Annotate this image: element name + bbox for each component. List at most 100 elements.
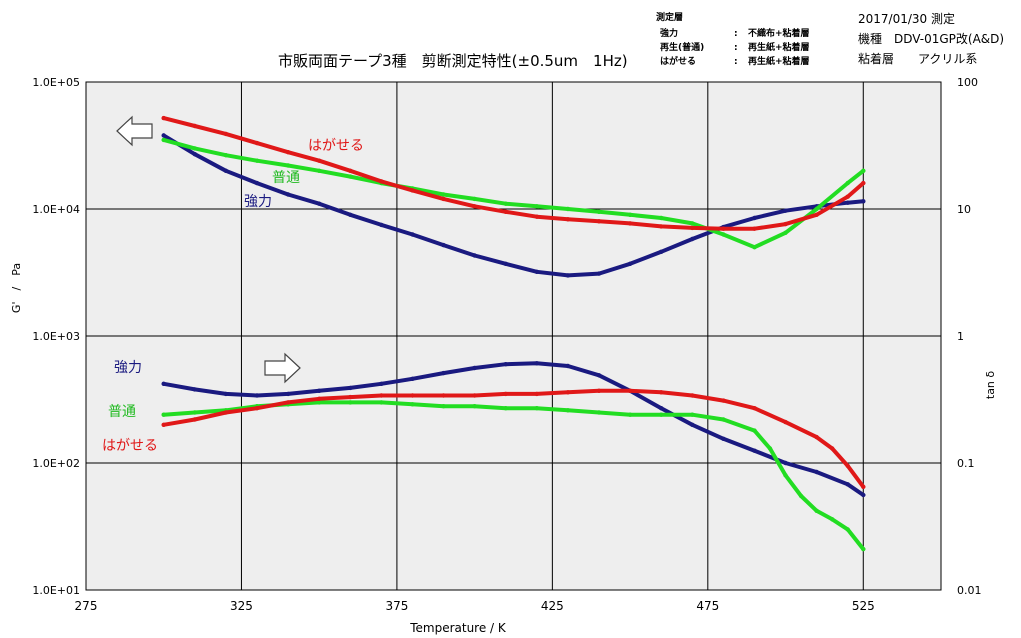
- legend-name: はがせる: [660, 57, 697, 67]
- data-point: [317, 396, 322, 401]
- data-point: [410, 402, 415, 407]
- data-point: [783, 221, 788, 227]
- data-point: [254, 393, 260, 398]
- annotation-peelable_upper: はがせる: [308, 138, 364, 154]
- data-point: [317, 400, 322, 405]
- data-point: [503, 209, 508, 214]
- plot-frame: [85, 81, 942, 591]
- data-point: [441, 242, 446, 248]
- data-point: [223, 391, 229, 397]
- tick-labels: 275 325 375 425 475 525 1.0E+01 1.0E+02 1.0E+03 1…: [32, 76, 981, 613]
- legend-title: 測定層: [656, 13, 684, 23]
- data-point: [627, 212, 633, 217]
- data-point: [861, 546, 866, 552]
- legend-row-strong: 強力: 不織布+粘着層: [660, 26, 810, 39]
- data-point: [861, 199, 866, 204]
- data-point: [379, 179, 384, 184]
- data-point: [192, 152, 197, 157]
- data-point: [596, 373, 602, 378]
- series-line: [161, 116, 866, 231]
- data-point: [830, 517, 835, 522]
- data-point: [192, 123, 197, 129]
- legend-separator: :: [734, 29, 738, 39]
- x-tick-label: 325: [230, 599, 253, 613]
- data-point: [845, 200, 850, 205]
- data-point: [830, 446, 835, 451]
- data-point: [659, 406, 664, 411]
- header-model: 機種 DDV-01GP改(A&D): [858, 32, 1005, 46]
- data-point: [348, 385, 353, 391]
- data-point: [659, 412, 664, 417]
- legend-desc: 再生紙+粘着層: [748, 43, 810, 53]
- data-point: [254, 406, 260, 411]
- data-point: [503, 362, 508, 367]
- data-point: [596, 271, 602, 276]
- data-point: [348, 212, 353, 217]
- y-axis-label-right: tan δ: [984, 371, 997, 400]
- legend-name: 強力: [660, 29, 679, 39]
- data-point: [410, 393, 415, 398]
- annotation-normal_lower: 普通: [108, 404, 136, 420]
- y-tick-label-right: 0.1: [957, 457, 975, 470]
- y-tick-label-left: 1.0E+02: [32, 457, 80, 470]
- y-tick-label-right: 100: [957, 76, 978, 89]
- data-point: [410, 232, 415, 237]
- data-point: [534, 204, 539, 209]
- y-tick-label-left: 1.0E+04: [32, 203, 80, 216]
- data-point: [285, 150, 291, 155]
- data-point: [627, 388, 633, 393]
- annotation-strong_lower: 強力: [114, 360, 142, 376]
- data-point: [845, 482, 850, 487]
- data-point: [192, 146, 197, 151]
- data-point: [690, 221, 695, 226]
- x-tick-label: 375: [385, 599, 408, 613]
- data-point: [410, 188, 415, 193]
- series-line: [161, 361, 866, 497]
- right-arrow-icon: [264, 352, 301, 384]
- data-point: [285, 163, 291, 168]
- data-point: [752, 245, 757, 250]
- data-point: [348, 168, 353, 173]
- series-強力 G': [161, 133, 866, 278]
- data-point: [690, 393, 695, 398]
- data-point: [596, 410, 602, 415]
- data-point: [814, 206, 819, 212]
- data-point: [285, 192, 291, 197]
- x-axis-label: Temperature / K: [409, 621, 507, 635]
- y-axis-label-left: G' / Pa: [10, 263, 23, 313]
- legend-separator: :: [734, 57, 738, 67]
- data-point: [161, 133, 166, 138]
- data-point: [379, 393, 384, 398]
- data-point: [767, 446, 773, 451]
- data-point: [379, 381, 384, 386]
- data-point: [565, 363, 571, 369]
- data-point: [503, 391, 508, 397]
- data-point: [783, 460, 788, 466]
- data-point: [783, 419, 788, 425]
- data-point: [798, 493, 804, 499]
- data-point: [192, 410, 197, 415]
- series-line: [161, 137, 866, 250]
- data-point: [721, 226, 726, 231]
- y-tick-label-left: 1.0E+01: [32, 584, 80, 597]
- y-tick-label-right: 0.01: [957, 584, 982, 597]
- data-point: [565, 408, 571, 413]
- series-普通 tan δ: [161, 400, 866, 552]
- data-point: [659, 215, 664, 221]
- data-point: [441, 192, 446, 197]
- data-point: [472, 393, 477, 398]
- data-point: [348, 174, 353, 179]
- data-point: [192, 387, 197, 392]
- data-point: [861, 180, 866, 186]
- x-tick-label: 275: [75, 599, 98, 613]
- data-point: [161, 137, 166, 143]
- data-point: [285, 391, 291, 397]
- series-普通 G': [161, 137, 866, 250]
- data-point: [783, 230, 788, 235]
- data-point: [752, 226, 757, 231]
- data-point: [845, 180, 850, 186]
- data-point: [317, 201, 322, 206]
- chart-title: 市販両面テープ3種 剪断測定特性(±0.5um 1Hz): [278, 52, 628, 70]
- data-point: [845, 194, 850, 199]
- legend-name: 再生(普通): [660, 43, 705, 53]
